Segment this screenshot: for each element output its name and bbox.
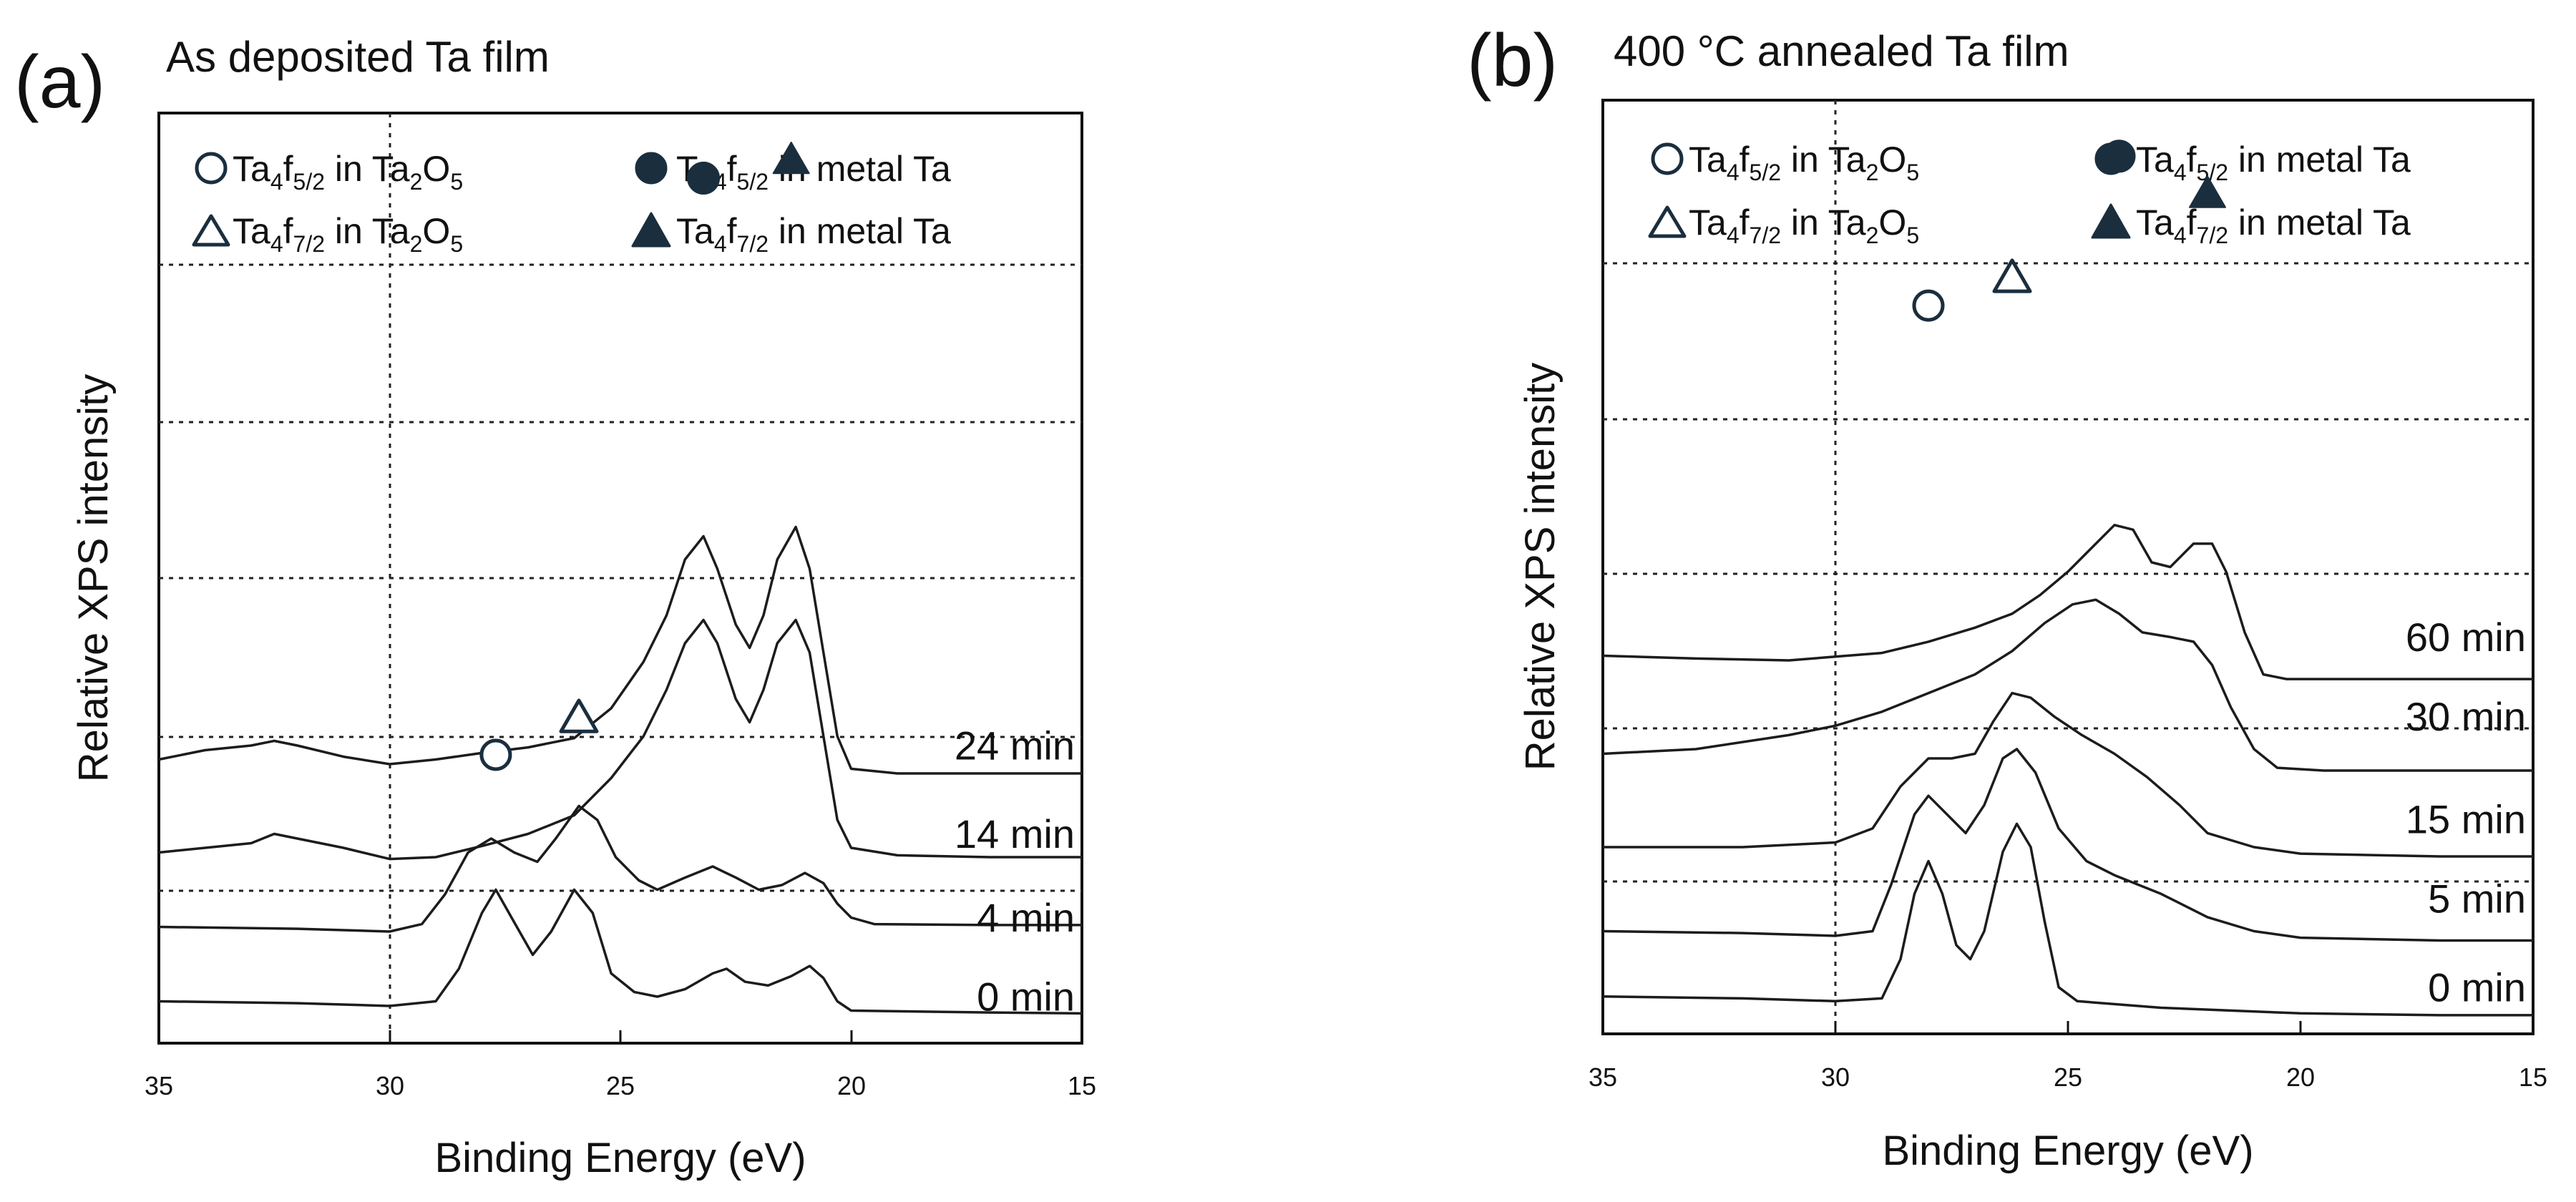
panel-b-x-tick-label: 20 [2286, 1062, 2315, 1092]
panel-a-x-tick-label: 20 [837, 1071, 866, 1100]
panel-a-trace-label: 0 min [977, 974, 1075, 1020]
panel-b-trace-30-min [1602, 598, 2533, 772]
panel-b-trace-60-min [1602, 524, 2533, 680]
panel-a-trace-label: 14 min [955, 811, 1075, 856]
filled-triangle-icon [2091, 203, 2131, 239]
legend-entry-b-4: Ta4f7/2 in metal Ta [2136, 202, 2411, 248]
panel-a-peak-marker-filled-triangle [772, 142, 810, 175]
panel-b-legend: Ta4f5/2 in Ta2O5 Ta4f5/2 in metal Ta Ta4… [1648, 140, 2411, 248]
legend-entry-a-3: Ta4f7/2 in Ta2O5 [233, 211, 463, 257]
filled-circle-icon [635, 152, 668, 185]
panel-b-trace-5-min [1602, 748, 2533, 942]
panel-a-trace-0-min [158, 888, 1083, 1015]
open-triangle-icon [1648, 205, 1687, 238]
panel-a-x-tick-label: 30 [376, 1071, 404, 1100]
panel-a-x-tick-label: 25 [606, 1071, 635, 1100]
panel-a-peak-marker-filled-circle [687, 162, 721, 195]
panel-b-trace-label: 60 min [2406, 615, 2526, 660]
panel-b-x-tick-label: 25 [2054, 1062, 2082, 1092]
open-circle-icon [1651, 142, 1684, 175]
panel-a-x-tick-label: 15 [1068, 1071, 1096, 1100]
panel-a-letter: (a) [14, 41, 105, 124]
panel-b-peak-marker-open-circle [1912, 289, 1945, 322]
panel-a-trace-14-min [158, 618, 1082, 861]
panel-a-trace-label: 24 min [955, 723, 1075, 768]
panel-a-title: As deposited Ta film [166, 33, 550, 81]
legend-entry-b-3: Ta4f7/2 in Ta2O5 [1689, 202, 1919, 248]
panel-b-trace-label: 5 min [2428, 876, 2526, 921]
panel-a-trace-label: 4 min [977, 895, 1075, 940]
panel-a-x-tick-label: 35 [145, 1071, 173, 1100]
legend-entry-b-2: Ta4f5/2 in metal Ta [2136, 140, 2411, 185]
legend-entry-a-1: Ta4f5/2 in Ta2O5 [233, 149, 463, 195]
panel-b-x-tick-label: 15 [2519, 1062, 2547, 1092]
panel-a-trace-4-min [158, 804, 1082, 933]
panel-b-trace-label: 0 min [2428, 964, 2526, 1010]
panel-b-title: 400 °C annealed Ta film [1614, 27, 2069, 75]
legend-entry-b-1: Ta4f5/2 in Ta2O5 [1689, 140, 1919, 185]
panel-b-peak-marker-open-triangle [1992, 258, 2032, 293]
panel-b-y-axis-title: Relative XPS intensity [1517, 363, 1563, 771]
panel-a-y-axis-title: Relative XPS intensity [70, 374, 117, 783]
panel-b-peak-marker-filled-circle [2102, 140, 2136, 173]
panel-a-peak-marker-open-triangle [559, 698, 599, 733]
panel-b-trace-0-min [1602, 822, 2533, 1017]
panel-a-trace-24-min [158, 525, 1082, 775]
panel-a-peak-marker-open-circle [479, 738, 512, 771]
open-circle-icon [195, 152, 228, 185]
panel-b: (b) 400 °C annealed Ta film 35 30 25 20 … [1467, 19, 2547, 1174]
open-triangle-icon [192, 214, 230, 247]
panel-b-x-tick-label: 35 [1589, 1062, 1617, 1092]
filled-triangle-icon [631, 212, 671, 248]
panel-b-trace-15-min [1603, 691, 2533, 858]
panel-b-trace-label: 30 min [2406, 694, 2526, 739]
legend-entry-a-4: Ta4f7/2 in metal Ta [676, 211, 951, 257]
panel-a: (a) As deposited Ta film 35 30 25 20 15 … [14, 33, 1096, 1181]
panel-a-x-axis-title: Binding Energy (eV) [434, 1135, 806, 1181]
panel-b-x-tick-label: 30 [1821, 1062, 1850, 1092]
panel-b-letter: (b) [1467, 19, 1558, 102]
panel-b-peak-marker-filled-triangle [2189, 175, 2226, 208]
panel-b-x-axis-title: Binding Energy (eV) [1882, 1128, 2253, 1174]
panel-b-trace-label: 15 min [2406, 796, 2526, 841]
panel-a-legend: Ta4f5/2 in Ta2O5 Ta4f5/2 in metal Ta Ta4… [192, 149, 951, 257]
